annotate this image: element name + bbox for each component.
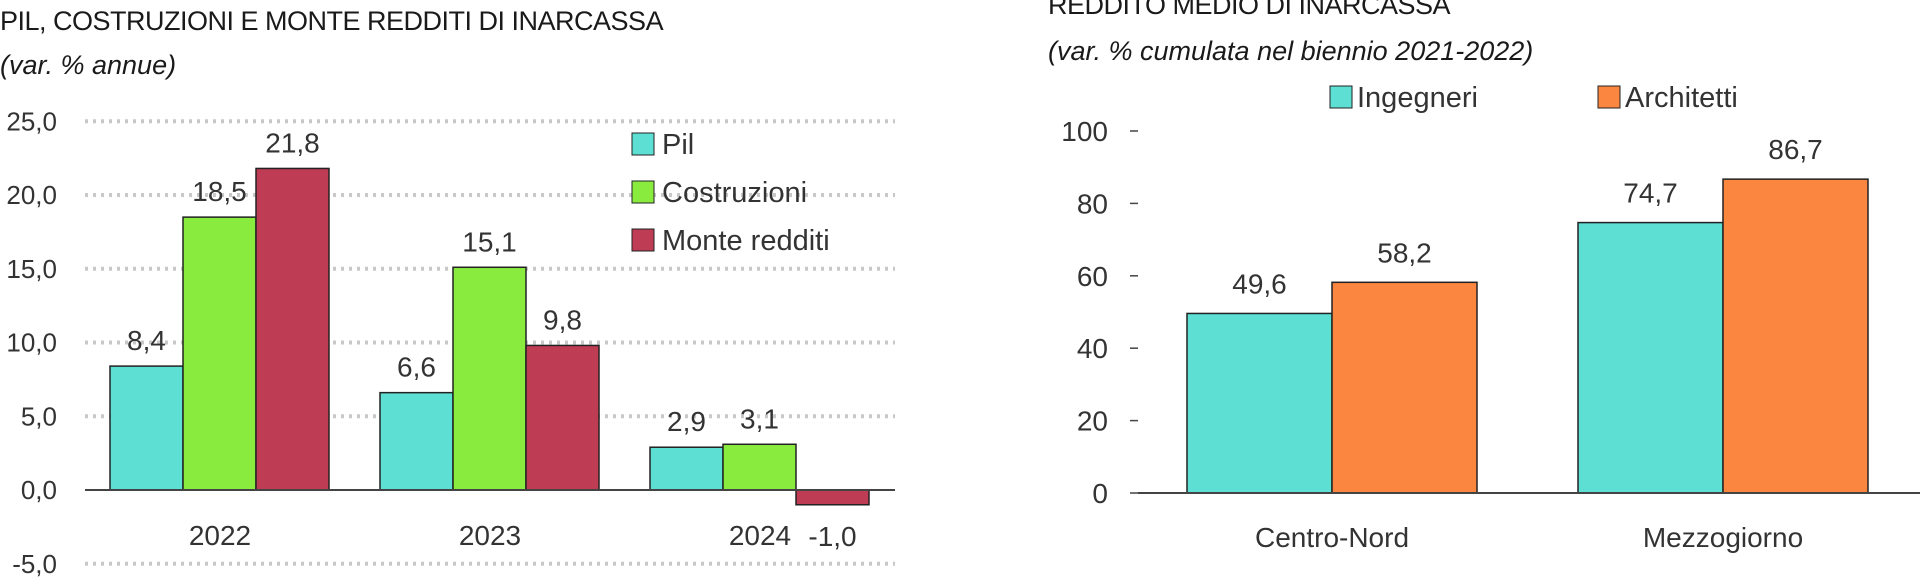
right-data-label: 58,2 [1377, 237, 1432, 268]
right-y-tick-label: 20 [1077, 406, 1108, 437]
left-legend-swatch [631, 132, 655, 156]
left-data-label: 15,1 [462, 226, 517, 257]
left-bar-pil [379, 391, 454, 491]
right-bar-ingegneri [1186, 312, 1333, 494]
left-data-label: 21,8 [265, 127, 320, 158]
right-data-label: 49,6 [1232, 268, 1287, 299]
left-y-tick-label: 0,0 [21, 475, 57, 505]
left-chart-title: PIL, COSTRUZIONI E MONTE REDDITI DI INAR… [0, 6, 664, 36]
left-category-label: 2022 [189, 520, 251, 551]
right-legend-label: Architetti [1625, 82, 1738, 114]
right-y-tick-label: 100 [1061, 116, 1108, 147]
left-chart-subtitle: (var. % annue) [0, 50, 177, 80]
right-y-tick-label: 40 [1077, 333, 1108, 364]
left-legend-swatch [631, 180, 655, 204]
right-category-label: Mezzogiorno [1643, 522, 1803, 553]
right-bar-architetti [1331, 281, 1478, 494]
left-y-tick-label: 20,0 [6, 180, 57, 210]
left-data-label: 6,6 [397, 352, 436, 383]
right-legend-swatch [1329, 85, 1353, 109]
left-data-label: 8,4 [127, 325, 166, 356]
left-bar-pil [109, 365, 184, 491]
left-y-tick-label: 5,0 [21, 401, 57, 431]
left-bar-costruzioni [182, 216, 257, 491]
left-y-tick-label: -5,0 [12, 549, 57, 578]
left-y-tick-label: 15,0 [6, 254, 57, 284]
left-bar-monte-redditi [795, 489, 870, 506]
left-legend-swatch [631, 228, 655, 252]
left-data-label: 18,5 [192, 176, 247, 207]
left-y-tick-label: 10,0 [6, 328, 57, 358]
right-y-tick-label: 80 [1077, 188, 1108, 219]
left-bar-pil [649, 446, 724, 491]
right-legend-swatch [1597, 85, 1621, 109]
right-chart-subtitle: (var. % cumulata nel biennio 2021-2022) [1048, 36, 1534, 66]
right-chart-title: REDDITO MEDIO DI INARCASSA [1048, 0, 1451, 20]
right-legend-label: Ingegneri [1357, 82, 1478, 114]
left-bar-monte-redditi [525, 344, 600, 491]
left-data-label: -1,0 [808, 521, 856, 552]
left-legend-label: Costruzioni [662, 177, 807, 209]
right-data-label: 86,7 [1768, 134, 1823, 165]
left-legend-label: Monte redditi [662, 225, 830, 257]
left-category-label: 2024 [729, 520, 791, 551]
right-y-tick-label: 60 [1077, 261, 1108, 292]
left-bar-costruzioni [452, 266, 527, 491]
left-y-tick-label: 25,0 [6, 106, 57, 136]
left-data-label: 3,1 [740, 403, 779, 434]
right-bar-architetti [1722, 178, 1869, 494]
right-data-label: 74,7 [1623, 178, 1678, 209]
left-bar-monte-redditi [255, 167, 330, 491]
right-category-label: Centro-Nord [1255, 522, 1409, 553]
left-category-label: 2023 [459, 520, 521, 551]
left-data-label: 9,8 [543, 304, 582, 335]
right-y-tick-label: 0 [1092, 478, 1108, 509]
left-data-label: 2,9 [667, 406, 706, 437]
right-bar-ingegneri [1577, 221, 1724, 494]
left-bar-costruzioni [722, 443, 797, 491]
left-legend-label: Pil [662, 129, 694, 161]
